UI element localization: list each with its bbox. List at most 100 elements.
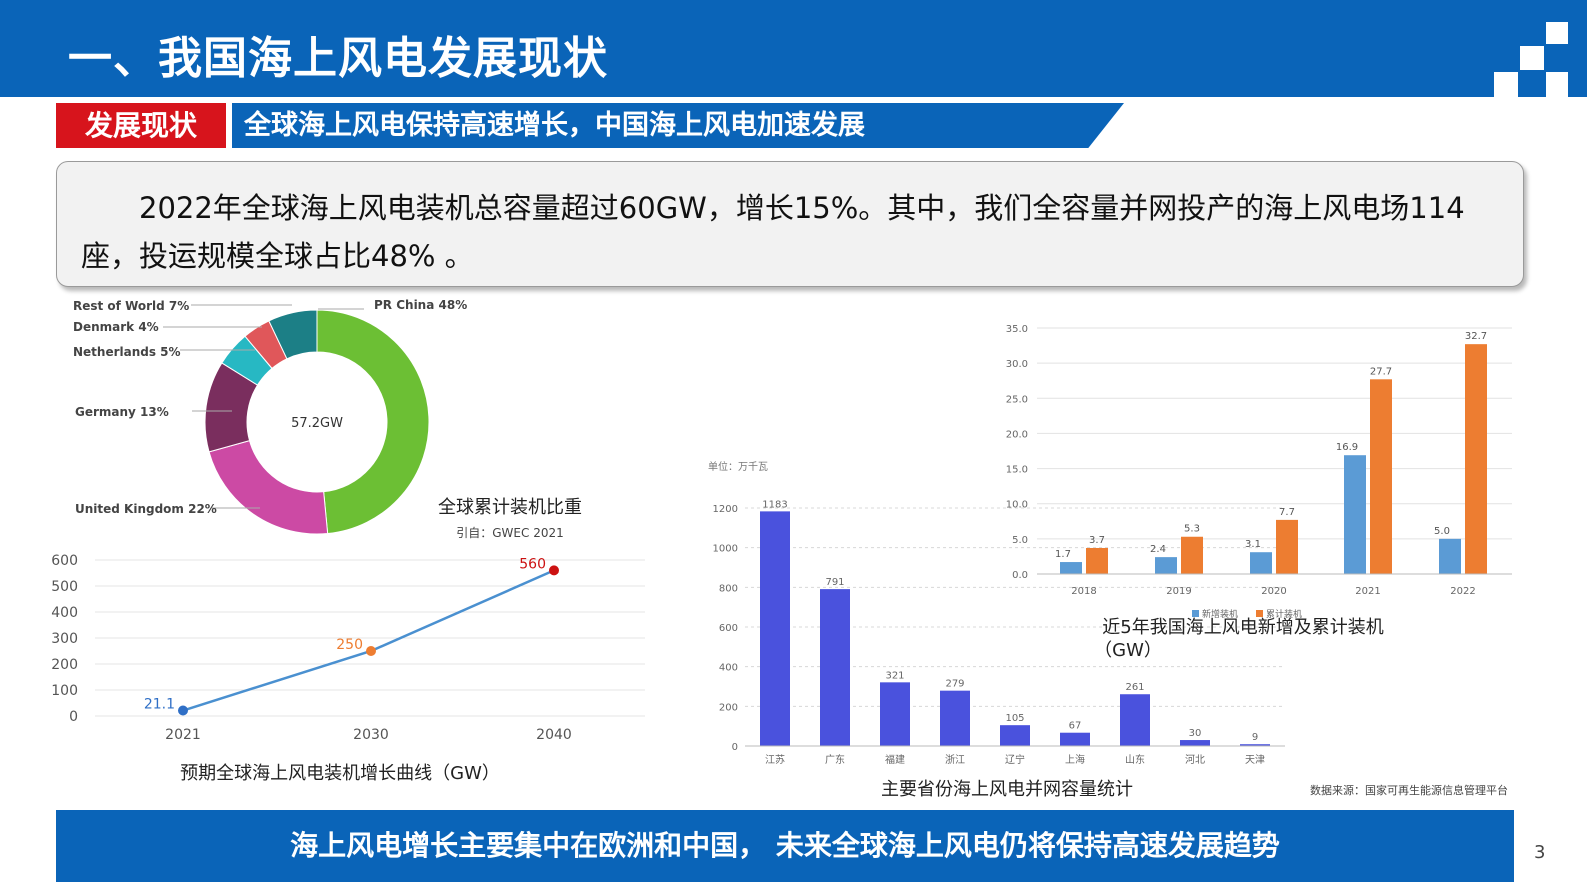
- checker-decoration: [1494, 72, 1518, 97]
- province-bar: [760, 511, 790, 746]
- province-bar: [880, 682, 910, 746]
- header-bar: 一、我国海上风电发展现状: [0, 0, 1587, 97]
- annual-xtick: 2022: [1450, 586, 1475, 597]
- donut-title: 全球累计装机比重: [438, 497, 582, 518]
- province-bar: [940, 690, 970, 746]
- annual-xtick: 2019: [1166, 586, 1191, 597]
- province-bar: [1180, 740, 1210, 746]
- province-xtick: 广东: [825, 753, 845, 766]
- province-data-label: 67: [1069, 721, 1082, 732]
- annual-bar: [1276, 519, 1298, 574]
- province-xtick: 山东: [1125, 753, 1145, 766]
- province-ytick: 0: [732, 742, 738, 753]
- province-chart-title: 主要省份海上风电并网容量统计: [881, 779, 1133, 800]
- province-data-label: 105: [1005, 713, 1024, 724]
- line-chart-data-label: 560: [519, 556, 546, 572]
- province-data-label: 9: [1252, 732, 1258, 743]
- annual-data-label: 5.3: [1184, 524, 1200, 535]
- province-ytick: 200: [719, 702, 738, 713]
- annual-bar: [1086, 547, 1108, 574]
- line-chart-ytick: 0: [69, 709, 78, 725]
- annual-bar: [1181, 536, 1203, 574]
- donut-slice: [316, 309, 430, 535]
- annual-bar: [1344, 455, 1366, 574]
- section-banner: 全球海上风电保持高速增长，中国海上风电加速发展: [232, 103, 1124, 148]
- page-title: 一、我国海上风电发展现状: [68, 33, 608, 84]
- line-chart-ytick: 300: [51, 631, 78, 647]
- province-data-label: 30: [1189, 728, 1202, 739]
- annual-data-label: 32.7: [1465, 331, 1487, 342]
- province-bar: [1000, 725, 1030, 746]
- province-xtick: 江苏: [765, 753, 785, 766]
- province-xtick: 福建: [885, 753, 905, 766]
- province-data-label: 791: [825, 577, 844, 588]
- donut-subtitle: 引自：GWEC 2021: [456, 526, 563, 540]
- province-bar: [820, 589, 850, 746]
- province-ytick: 1200: [713, 504, 738, 515]
- annual-xtick: 2018: [1071, 586, 1096, 597]
- annual-ytick: 25.0: [1006, 394, 1028, 405]
- line-chart-series: [182, 569, 555, 712]
- province-data-label: 321: [885, 670, 904, 681]
- province-bar: [1240, 744, 1270, 746]
- annual-ytick: 15.0: [1006, 465, 1028, 476]
- province-xtick: 辽宁: [1005, 753, 1025, 766]
- annual-data-label: 1.7: [1055, 549, 1071, 560]
- annual-data-label: 5.0: [1434, 526, 1450, 537]
- line-chart-data-label: 21.1: [144, 697, 175, 713]
- line-chart-point: [549, 565, 559, 576]
- annual-xtick: 2020: [1261, 586, 1286, 597]
- donut-slice-label: Germany 13%: [75, 405, 169, 419]
- annual-ytick: 0.0: [1012, 570, 1028, 581]
- line-chart-title: 预期全球海上风电装机增长曲线（GW）: [180, 763, 500, 784]
- province-data-label: 1183: [762, 499, 787, 510]
- province-xtick: 河北: [1185, 754, 1205, 766]
- annual-data-label: 7.7: [1279, 507, 1295, 518]
- annual-chart-title-unit: （GW）: [1094, 640, 1162, 661]
- province-ytick: 800: [719, 583, 738, 594]
- province-unit-label: 单位：万千瓦: [708, 460, 768, 473]
- annual-bar: [1060, 562, 1082, 574]
- annual-ytick: 20.0: [1006, 429, 1028, 440]
- province-ytick: 400: [719, 663, 738, 674]
- annual-bar: [1155, 557, 1177, 574]
- status-tag: 发展现状: [56, 103, 226, 148]
- summary-text: 2022年全球海上风电装机总容量超过60GW，增长15%。其中，我们全容量并网投…: [81, 191, 1465, 273]
- annual-ytick: 5.0: [1012, 535, 1028, 546]
- annual-ytick: 30.0: [1006, 359, 1028, 370]
- province-xtick: 天津: [1245, 754, 1265, 766]
- donut-center-label: 57.2GW: [291, 416, 343, 431]
- annual-bar: [1370, 379, 1392, 574]
- line-chart-ytick: 400: [51, 605, 78, 621]
- annual-legend-swatch: [1192, 610, 1199, 617]
- annual-data-label: 3.7: [1089, 535, 1105, 546]
- province-ytick: 1000: [713, 544, 738, 555]
- summary-box: 2022年全球海上风电装机总容量超过60GW，增长15%。其中，我们全容量并网投…: [56, 161, 1524, 287]
- annual-data-label: 16.9: [1336, 442, 1358, 453]
- donut-slice-label: Rest of World 7%: [73, 299, 189, 313]
- checker-decoration: [1546, 22, 1568, 44]
- province-bar: [1060, 732, 1090, 746]
- annual-ytick: 35.0: [1006, 324, 1028, 335]
- annual-legend-swatch: [1256, 610, 1263, 617]
- annual-data-label: 2.4: [1150, 544, 1166, 555]
- line-chart-data-label: 250: [336, 637, 363, 653]
- annual-data-label: 3.1: [1245, 539, 1261, 550]
- province-xtick: 上海: [1065, 753, 1085, 766]
- line-chart-xtick: 2040: [536, 727, 572, 743]
- line-chart-ytick: 100: [51, 683, 78, 699]
- annual-bar: [1465, 344, 1487, 574]
- section-bar: 发展现状 全球海上风电保持高速增长，中国海上风电加速发展: [56, 103, 1124, 148]
- annual-data-label: 27.7: [1370, 366, 1392, 377]
- line-chart-ytick: 600: [51, 553, 78, 569]
- line-chart-ytick: 500: [51, 579, 78, 595]
- line-chart-point: [366, 646, 376, 656]
- line-chart-point: [178, 705, 188, 716]
- checker-decoration: [1520, 46, 1544, 70]
- source-note: 数据来源：国家可再生能源信息管理平台: [1310, 783, 1508, 797]
- donut-slice-label: PR China 48%: [374, 298, 467, 312]
- province-ytick: 600: [719, 623, 738, 634]
- line-chart-xtick: 2030: [353, 727, 389, 743]
- annual-bar: [1439, 538, 1461, 574]
